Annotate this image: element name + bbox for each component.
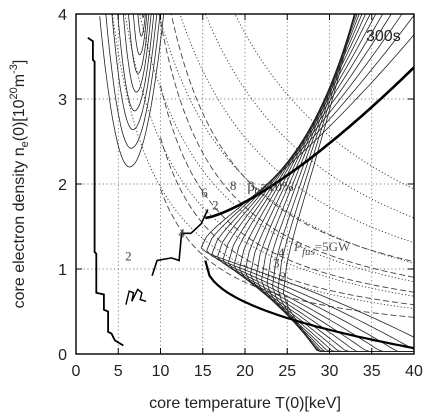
right-contour-upper bbox=[206, 14, 414, 251]
x-axis-title: core temperature T(0)[keV] bbox=[149, 395, 341, 412]
y-title-unit-exp: -3 bbox=[8, 64, 20, 74]
y-tick-label: 3 bbox=[58, 92, 67, 109]
ignition-boundary bbox=[204, 65, 414, 350]
contour-value-label: 1 bbox=[284, 298, 291, 313]
ignition-boundary-lower bbox=[204, 260, 414, 350]
left-contour-line bbox=[111, 14, 158, 131]
x-tick-label: 10 bbox=[152, 363, 170, 380]
beta-contour-line bbox=[124, 14, 414, 297]
pfus-value: =5GW bbox=[315, 239, 351, 254]
beta-contour-line bbox=[139, 14, 414, 283]
right-contour-lower bbox=[211, 253, 414, 352]
y-title-unit: m bbox=[11, 74, 28, 87]
operating-paths bbox=[87, 37, 209, 347]
grid bbox=[76, 14, 414, 354]
fusion-power-contour-line bbox=[170, 14, 414, 262]
x-tick-label: 30 bbox=[321, 363, 339, 380]
contour-value-label: 4 bbox=[178, 226, 185, 241]
right-contour-upper bbox=[217, 14, 392, 257]
contour-value-label: 3 bbox=[273, 255, 280, 270]
operating-path-oscillation bbox=[125, 288, 147, 305]
fusion-power-contours bbox=[160, 14, 414, 318]
left-contour-line bbox=[105, 14, 161, 149]
power-balance-contours bbox=[99, 14, 414, 352]
y-tick-label: 0 bbox=[58, 347, 67, 364]
x-tick-label: 5 bbox=[114, 363, 123, 380]
right-contour-upper bbox=[277, 14, 355, 290]
left-contour-line bbox=[99, 14, 165, 168]
x-tick-label: 25 bbox=[278, 363, 296, 380]
x-tick-label: 15 bbox=[194, 363, 212, 380]
y-title-exp: 20 bbox=[8, 87, 20, 99]
y-tick-label: 2 bbox=[58, 177, 67, 194]
contour-value-label: 6 bbox=[201, 185, 208, 200]
beta-contour-line bbox=[234, 14, 414, 190]
contour-value-label: 2 bbox=[280, 269, 287, 284]
right-contour-upper bbox=[283, 14, 356, 293]
pfus-subscript: fus bbox=[302, 246, 315, 258]
contour-value-label: 2 bbox=[212, 198, 219, 213]
x-tick-label: 40 bbox=[405, 363, 423, 380]
left-contour-line bbox=[132, 14, 148, 56]
y-title-close: ] bbox=[11, 60, 28, 64]
right-contour-upper bbox=[272, 14, 355, 287]
pfus-annotation: Pfus=5GW bbox=[293, 239, 351, 258]
fusion-power-contour-line bbox=[160, 21, 414, 278]
contour-value-label: 4 bbox=[278, 245, 285, 260]
y-axis-title: core electron density ne(0)[1020m-3] bbox=[8, 60, 31, 309]
left-contour-line bbox=[137, 14, 146, 37]
ignition-boundary-upper bbox=[205, 65, 414, 220]
y-tick-label: 1 bbox=[58, 262, 67, 279]
contour-value-label: 2 bbox=[125, 249, 132, 264]
left-contour-line bbox=[128, 14, 150, 74]
y-title-paren: (0)[10 bbox=[11, 99, 28, 141]
beta-subscript: 0 bbox=[255, 186, 261, 198]
right-contour-upper bbox=[200, 34, 414, 248]
right-contour-lower bbox=[283, 292, 414, 352]
y-tick-label: 4 bbox=[58, 7, 67, 24]
fusion-power-contour-line bbox=[160, 85, 414, 293]
right-contour-upper bbox=[211, 14, 403, 254]
x-tick-label: 20 bbox=[236, 363, 254, 380]
beta-value: =10% bbox=[260, 180, 294, 195]
beta-symbol: β bbox=[248, 180, 255, 195]
right-contour-lower bbox=[200, 247, 414, 338]
y-title-sub: e bbox=[19, 141, 31, 147]
y-title-main: core electron density n bbox=[11, 147, 28, 308]
x-tick-label: 35 bbox=[363, 363, 381, 380]
contour-value-label: 8 bbox=[230, 178, 237, 193]
corner-label: 300s bbox=[366, 28, 401, 45]
operating-path-ramp bbox=[151, 209, 209, 277]
operating-path-startup bbox=[87, 37, 124, 347]
pfus-symbol: P bbox=[293, 239, 302, 254]
right-contour-upper bbox=[222, 14, 384, 260]
beta-annotation: β0=10% bbox=[248, 180, 295, 198]
x-tick-label: 0 bbox=[72, 363, 81, 380]
right-contour-lower bbox=[206, 250, 414, 350]
fusion-power-contour-line bbox=[160, 137, 414, 306]
beta-contour-line bbox=[111, 14, 414, 310]
left-contour-line bbox=[122, 14, 152, 93]
beta-contour-line bbox=[204, 14, 414, 219]
left-contour-line bbox=[117, 14, 155, 112]
